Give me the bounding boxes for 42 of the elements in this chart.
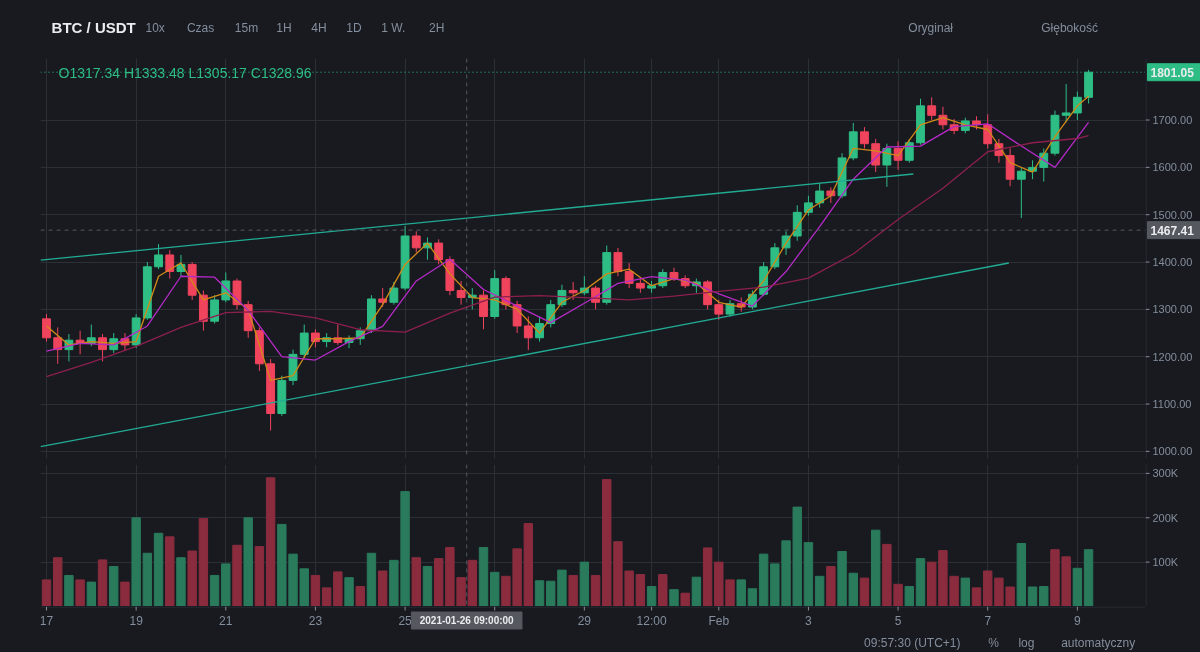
- ref-line-label: 1467.41: [1150, 223, 1195, 238]
- text: %: [988, 635, 1000, 650]
- text: Oryginał: [908, 20, 954, 35]
- text: log: [1018, 635, 1035, 650]
- x-tick-label: Feb: [708, 613, 730, 628]
- x-tick-label: 21: [219, 614, 233, 628]
- y-tick-label: 1500.00: [1152, 208, 1193, 221]
- text: 1D: [346, 20, 362, 35]
- text: 2H: [429, 20, 445, 35]
- y-tick-label: 300K: [1152, 467, 1179, 480]
- y-tick-label: 1000.00: [1152, 445, 1193, 458]
- x-tick-label: 3: [805, 614, 813, 628]
- text: 1 W.: [381, 20, 406, 35]
- text: Głębokość: [1041, 20, 1098, 35]
- y-tick-label: 1600.00: [1152, 161, 1193, 174]
- x-tick-label: 19: [129, 614, 144, 628]
- text: 1H: [276, 20, 292, 35]
- x-tick-label: 17: [39, 614, 54, 628]
- chart-title: BTC / USDT: [51, 19, 136, 36]
- text: 10x: [145, 20, 165, 35]
- y-tick-label: 1100.00: [1152, 398, 1192, 411]
- x-tick-label: 23: [308, 614, 323, 628]
- ref-line-label: 2021-01-26 09:00:00: [419, 615, 515, 626]
- text: 09:57:30 (UTC+1): [864, 635, 961, 650]
- y-tick-label: 1300.00: [1152, 303, 1193, 316]
- y-tick-label: 100K: [1152, 556, 1179, 569]
- text: Czas: [186, 20, 215, 35]
- text: 4H: [311, 20, 327, 35]
- y-tick-label: 200K: [1152, 511, 1179, 524]
- chart-subtitle: O1317.34 H1333.48 L1305.17 C1328.96: [58, 64, 312, 81]
- text: 15m: [234, 20, 259, 35]
- x-tick-label: 5: [894, 614, 902, 628]
- x-tick-label: 12:00: [636, 613, 667, 628]
- x-tick-label: 25: [398, 614, 413, 628]
- ref-line-label: 1801.05: [1150, 65, 1195, 80]
- text: automatyczny: [1061, 635, 1136, 650]
- x-tick-label: 29: [577, 614, 592, 628]
- x-tick-label: 7: [984, 614, 992, 628]
- x-tick-label: 9: [1074, 614, 1082, 628]
- y-tick-label: 1200.00: [1152, 350, 1193, 363]
- y-tick-label: 1700.00: [1152, 114, 1193, 127]
- y-tick-label: 1400.00: [1152, 256, 1193, 269]
